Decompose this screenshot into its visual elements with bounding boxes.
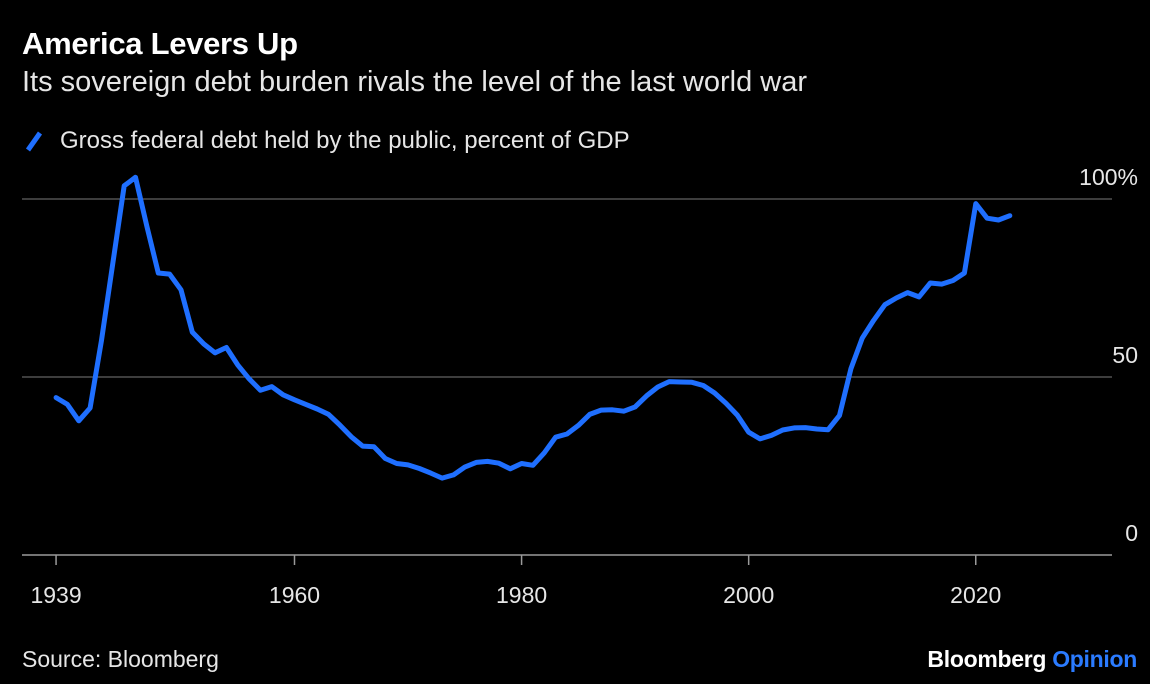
source-note: Source: Bloomberg [22, 646, 219, 672]
x-tick-label: 1980 [496, 582, 547, 608]
legend: Gross federal debt held by the public, p… [22, 127, 630, 155]
x-tick-label: 2000 [723, 582, 774, 608]
brand-accent: Opinion [1052, 646, 1137, 672]
series-line-0 [53, 174, 1013, 481]
legend-swatch [25, 131, 43, 152]
brand-name: Bloomberg [927, 646, 1047, 672]
brand-logo: Bloomberg Opinion [927, 646, 1137, 673]
x-tick-label: 2020 [950, 582, 1001, 608]
legend-label: Gross federal debt held by the public, p… [60, 127, 630, 154]
x-tick-label: 1960 [269, 582, 320, 608]
chart-subtitle: Its sovereign debt burden rivals the lev… [22, 66, 808, 98]
y-tick-label: 0 [1125, 520, 1138, 546]
y-tick-label: 100% [1079, 164, 1138, 190]
y-tick-label: 50 [1112, 342, 1138, 368]
chart-title: America Levers Up [22, 26, 298, 61]
x-tick-label: 1939 [30, 582, 81, 608]
